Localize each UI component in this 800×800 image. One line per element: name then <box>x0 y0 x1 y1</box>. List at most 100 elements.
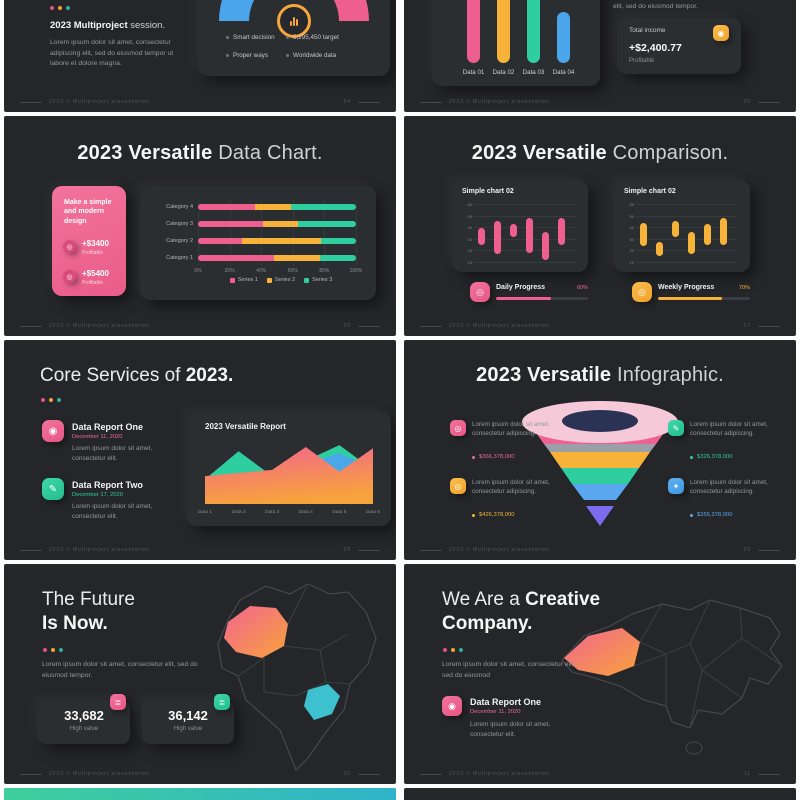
progress-bar <box>658 297 750 300</box>
pencil-icon: ✎ <box>42 478 64 500</box>
accent-dots <box>443 648 463 652</box>
block-value: $426,378,000 <box>472 512 514 518</box>
slide-footer: 2023 // Multiproject presentation 05 <box>420 99 780 105</box>
stat-label: High value <box>173 726 203 732</box>
bar <box>467 0 480 63</box>
target-icon: ◎ <box>63 270 76 283</box>
stacked-bar-chart: Category 4 Category 3 Category 2 Category 1… <box>152 198 364 283</box>
footer-text: 2023 // Multiproject presentation <box>49 99 150 105</box>
report-one-icon: ◉ <box>42 420 64 442</box>
stacked-bar-card: Category 4 Category 3 Category 2 Category 1… <box>140 186 376 300</box>
slide-footer: 2023 // Multiproject presentation 11 <box>420 771 780 777</box>
area-chart-labels: Data 1 Data 2 Data 3 Data 4 Data 5 Data 6 <box>198 510 380 518</box>
slide-footer: 2023 // Multiproject presentation 10 <box>20 771 380 777</box>
block-value: $326,378,000 <box>690 454 732 460</box>
chart-card-title: Simple chart 02 <box>462 188 514 195</box>
stat-value: 33,682 <box>64 708 104 723</box>
item-title: Data Report One <box>470 697 542 707</box>
target-icon: ◎ <box>450 478 466 494</box>
slide-creative-company: We Are a Creative Company. Lorem ipsum d… <box>404 564 796 784</box>
footer-page-number: 11 <box>744 771 751 777</box>
title-bold: 2023 Multiproject <box>50 20 128 31</box>
total-income-card: Total income ◉ +$2,400.77 Profitable <box>617 18 741 74</box>
china-map <box>561 599 783 755</box>
footer-dash <box>358 101 380 103</box>
panel-heading: Make a simple and modern design <box>64 199 112 225</box>
daily-progress-fill <box>496 297 552 300</box>
slide-footer: 2023 // Multiproject presentation 08 <box>20 547 380 553</box>
area-chart <box>205 445 373 504</box>
progress-label: Daily Progress <box>496 284 546 291</box>
funnel-diagram <box>522 401 678 526</box>
slide-title: 2023 Versatile Data Chart. <box>77 142 323 164</box>
slide-core-services: Core Services of 2023. ◉ Data Report One… <box>4 340 396 560</box>
bar-label: Data 03 <box>522 69 545 76</box>
gauge-card: Smart decision Proper ways 5,295,450 tar… <box>198 0 390 76</box>
slide-partial-gradient <box>4 788 396 800</box>
bar <box>527 0 540 63</box>
bullet-item: Smart decision <box>226 34 275 41</box>
slide-title: The Future Is Now. <box>42 589 135 635</box>
progress-bar <box>496 297 588 300</box>
versatile-report-card: 2023 Versatile Report Data 1 Data 2 Data 3… <box>187 412 391 526</box>
bar-chart-icon <box>277 4 311 38</box>
accent-dots <box>41 398 61 402</box>
accent-dots <box>43 648 63 652</box>
target-icon: ◉ <box>442 696 462 716</box>
panel-sub: Profitable <box>82 280 104 286</box>
block-text: Lorem ipsum dolor sit amet, consectetur … <box>690 479 768 496</box>
item-date: December 11, 2020 <box>72 434 123 440</box>
slide-footer: 2023 // Multiproject presentation 06 <box>20 323 380 329</box>
bar-chart-card <box>432 0 600 86</box>
x-axis-label: Data 3 <box>265 510 280 515</box>
footer-page-number: 09 <box>743 547 751 553</box>
footer-page-number: 08 <box>343 547 351 553</box>
income-value: +$2,400.77 <box>629 42 682 54</box>
slide-partial-dark <box>404 788 796 800</box>
floating-bar-chart: 60 50 40 30 20 10 <box>626 202 738 265</box>
highlighted-state-amazonas <box>224 606 288 658</box>
bar-label: Data 02 <box>492 69 515 76</box>
block-text: Lorem ipsum dolor sit amet, consectetur … <box>472 421 550 438</box>
stat-value: 36,142 <box>168 708 208 723</box>
footer-page-number: 10 <box>343 771 351 777</box>
item-title: Data Report Two <box>72 480 143 490</box>
x-axis-label: Data 1 <box>197 510 213 515</box>
bar <box>497 0 510 63</box>
income-sub: Profitable <box>629 58 655 64</box>
x-axis-label: Data 2 <box>231 510 246 515</box>
body-text: Lorem ipsum dolor sit amet, consectetur … <box>50 39 174 68</box>
footer-text: 2023 // Multiproject presentation <box>449 771 550 777</box>
item-date: December 17, 2020 <box>72 492 123 498</box>
weekly-progress-fill <box>658 297 723 300</box>
highlighted-state-minas <box>304 684 340 720</box>
x-axis-label: Data 5 <box>332 510 347 515</box>
pencil-icon: ✎ <box>668 420 684 436</box>
slide-comparison: 2023 Versatile Comparison. Simple chart … <box>404 116 796 336</box>
slide-footer: 2023 // Multiproject presentation 04 <box>20 99 380 105</box>
slide-infographic: 2023 Versatile Infographic. ◎ Lorem ipsu… <box>404 340 796 560</box>
item-body: Lorem ipsum dolor sit amet, consectetur … <box>470 721 551 738</box>
item-date: December 11, 2020 <box>470 709 521 715</box>
bar-category-labels: Data 01 Data 02 Data 03 Data 04 <box>463 69 593 78</box>
footer-text: 2023 // Multiproject presentation <box>49 323 150 329</box>
chart-lines-icon: ≣ <box>214 694 230 710</box>
block-value: $356,378,000 <box>690 512 732 518</box>
brazil-map <box>217 583 377 772</box>
body-text: elit, sed do eiusmod tempor. <box>613 3 699 10</box>
slide-data-chart: 2023 Versatile Data Chart. Make a simple… <box>4 116 396 336</box>
footer-dash <box>20 101 42 103</box>
footer-page-number: 07 <box>743 323 751 329</box>
slide-footer: 2023 // Multiproject presentation 07 <box>420 323 780 329</box>
coin-icon: ◉ <box>713 25 729 41</box>
footer-page-number: 05 <box>743 99 751 105</box>
progress-percent: 60% <box>576 285 588 291</box>
item-body: Lorem ipsum dolor sit amet, consectetur … <box>72 503 153 520</box>
slide-title: Core Services of 2023. <box>40 365 234 386</box>
x-axis-label: Data 6 <box>365 510 381 515</box>
slide-title: 2023 Versatile Infographic. <box>476 364 724 386</box>
footer-text: 2023 // Multiproject presentation <box>49 771 150 777</box>
footer-page-number: 06 <box>343 323 351 329</box>
stat-label: High value <box>69 726 99 732</box>
slide-bar-chart: Data 01 Data 02 Data 03 Data 04 elit, sed d… <box>404 0 796 112</box>
